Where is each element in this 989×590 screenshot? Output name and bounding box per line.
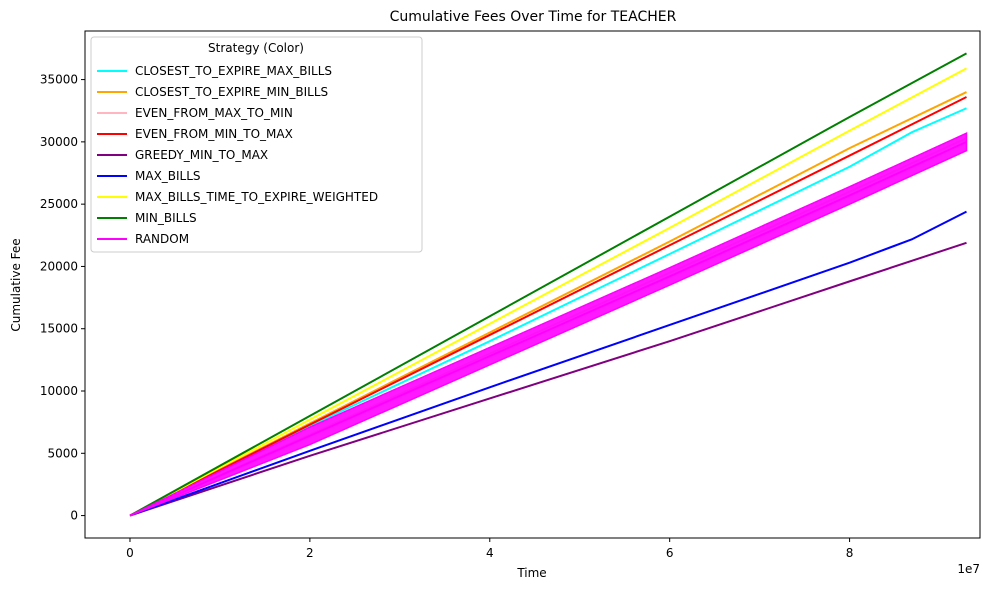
legend-label-even-from-max-to-min: EVEN_FROM_MAX_TO_MIN	[135, 106, 293, 120]
x-offset-label: 1e7	[957, 562, 980, 576]
legend-label-greedy-min-to-max: GREEDY_MIN_TO_MAX	[135, 148, 268, 162]
legend-label-even-from-min-to-max: EVEN_FROM_MIN_TO_MAX	[135, 127, 293, 141]
plot-frame	[84, 30, 981, 539]
x-tick-label: 8	[846, 546, 854, 560]
series-line-random	[129, 140, 967, 517]
y-tick-label: 25000	[40, 197, 78, 211]
legend-title: Strategy (Color)	[208, 41, 304, 55]
x-tick-label: 2	[306, 546, 314, 560]
legend-label-closest-to-expire-max-bills: CLOSEST_TO_EXPIRE_MAX_BILLS	[135, 64, 332, 78]
legend-label-random: RANDOM	[135, 232, 189, 246]
y-tick-label: 5000	[47, 446, 78, 460]
series-layer	[129, 52, 968, 517]
x-tick-label: 6	[666, 546, 674, 560]
series-line-even-from-min-to-max	[129, 96, 967, 517]
y-tick-label: 15000	[40, 322, 78, 336]
y-axis-label: Cumulative Fee	[9, 238, 23, 331]
legend-label-max-bills-time-to-expire-weighted: MAX_BILLS_TIME_TO_EXPIRE_WEIGHTED	[135, 190, 378, 204]
y-tick-label: 10000	[40, 384, 78, 398]
x-axis-label: Time	[516, 566, 546, 580]
legend-label-max-bills: MAX_BILLS	[135, 169, 201, 183]
series-line-max-bills-time-to-expire-weighted	[129, 67, 967, 517]
y-tick-label: 0	[70, 509, 78, 523]
y-tick-label: 20000	[40, 259, 78, 273]
legend: Strategy (Color) CLOSEST_TO_EXPIRE_MAX_B…	[90, 36, 423, 253]
series-line-greedy-min-to-max	[129, 241, 967, 517]
series-line-min-bills	[129, 52, 967, 517]
series-line-max-bills	[129, 210, 967, 517]
legend-label-closest-to-expire-min-bills: CLOSEST_TO_EXPIRE_MIN_BILLS	[135, 85, 328, 99]
legend-items: CLOSEST_TO_EXPIRE_MAX_BILLS CLOSEST_TO_EX…	[97, 64, 378, 246]
series-line-closest-to-expire-max-bills	[129, 107, 967, 517]
x-tick-label: 0	[126, 546, 134, 560]
y-ticks: 0 5000 10000 15000 20000 25000 30000 35000	[40, 73, 85, 523]
legend-box	[90, 36, 423, 253]
x-ticks: 0 2 4 6 8	[126, 538, 853, 560]
x-tick-label: 4	[486, 546, 494, 560]
y-tick-label: 30000	[40, 135, 78, 149]
chart-title: Cumulative Fees Over Time for TEACHER	[390, 9, 677, 25]
y-tick-label: 35000	[40, 73, 78, 87]
legend-label-min-bills: MIN_BILLS	[135, 211, 197, 225]
series-band-random	[129, 131, 968, 517]
